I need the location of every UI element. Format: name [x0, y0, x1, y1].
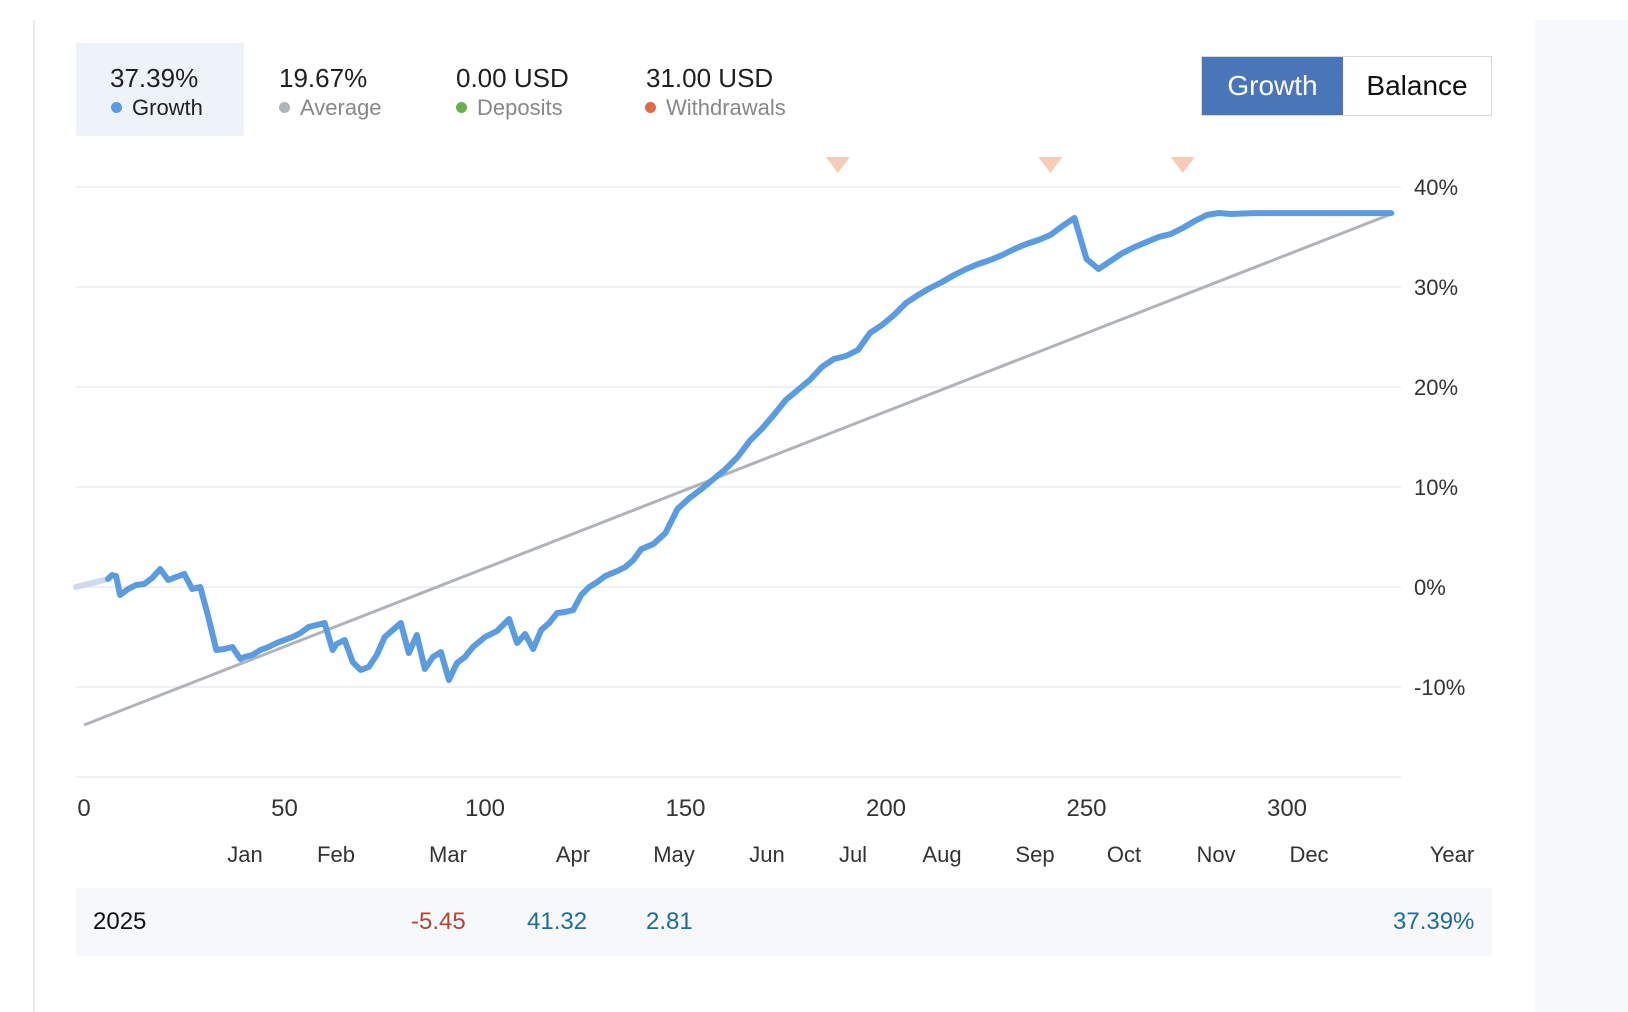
x-tick-label: 200 [866, 795, 906, 822]
right-panel [1535, 20, 1628, 1012]
month-nov: Nov [1196, 842, 1236, 867]
stat-deposits-value: 0.00 USD [456, 63, 569, 93]
month-year: Year [1429, 842, 1475, 867]
average-line [83, 212, 1392, 727]
growth-line-start [73, 576, 112, 590]
stat-average[interactable]: 19.67% Average [244, 43, 414, 136]
average-dot-icon [279, 102, 290, 113]
stat-deposits-label-text: Deposits [477, 95, 563, 120]
x-tick-label: 150 [665, 795, 705, 822]
growth-dot-icon [111, 102, 122, 113]
month-jan: Jan [227, 842, 263, 867]
withdrawal-markers [825, 157, 1195, 173]
stat-average-value: 19.67% [279, 63, 368, 93]
chart-mode-toggle: Growth Balance [1201, 56, 1492, 116]
month-feb: Feb [317, 842, 355, 867]
x-tick-label: 50 [271, 795, 298, 822]
stat-deposits[interactable]: 0.00 USD Deposits [414, 43, 604, 136]
year-apr-value: 41.32 [527, 908, 588, 935]
withdrawal-marker [1038, 157, 1063, 173]
y-tick-label: 20% [1414, 375, 1458, 400]
stat-growth-label: Growth [111, 95, 203, 121]
x-tick-label: 300 [1267, 795, 1307, 822]
month-header: Jan Feb Mar Apr May Jun Jul Aug Sep Oct … [0, 842, 1628, 872]
stat-deposits-label: Deposits [456, 95, 563, 121]
y-tick-label: 10% [1414, 475, 1458, 500]
year-may-value: 2.81 [646, 908, 693, 935]
month-sep: Sep [1015, 842, 1055, 867]
withdrawal-marker [1170, 157, 1195, 173]
month-jun: Jun [749, 842, 785, 867]
y-axis-ticks: 40% 30% 20% 10% 0% -10% [1414, 175, 1465, 700]
month-aug: Aug [922, 842, 962, 867]
left-divider [33, 20, 35, 1012]
balance-button[interactable]: Balance [1343, 57, 1491, 115]
x-tick-label: 100 [465, 795, 505, 822]
month-oct: Oct [1106, 842, 1142, 867]
stat-average-label-text: Average [300, 95, 382, 120]
stat-growth-label-text: Growth [132, 95, 203, 120]
stat-average-label: Average [279, 95, 382, 121]
stat-withdrawals-value: 31.00 USD [646, 63, 774, 93]
month-may: May [653, 842, 695, 867]
withdrawals-dot-icon [645, 102, 656, 113]
chart-series [73, 210, 1395, 727]
month-jul: Jul [838, 842, 868, 867]
withdrawal-marker [825, 157, 850, 173]
x-tick-label: 250 [1066, 795, 1106, 822]
x-tick-label: 0 [77, 795, 90, 822]
chart-gridlines [76, 186, 1401, 778]
stat-growth[interactable]: 37.39% Growth [76, 43, 244, 136]
x-axis-ticks: 0 50 100 150 200 250 300 [77, 795, 1307, 822]
stat-withdrawals[interactable]: 31.00 USD Withdrawals [604, 43, 824, 136]
month-dec: Dec [1289, 842, 1329, 867]
month-apr: Apr [555, 842, 591, 867]
deposits-dot-icon [456, 102, 467, 113]
year-mar-value: -5.45 [411, 908, 466, 935]
year-label: 2025 [93, 908, 147, 935]
month-mar: Mar [429, 842, 467, 867]
y-tick-label: 0% [1414, 575, 1446, 600]
y-tick-label: 30% [1414, 275, 1458, 300]
year-total-value: 37.39% [1393, 908, 1475, 935]
year-row-2025[interactable]: 2025 -5.45 41.32 2.81 37.39% [76, 888, 1492, 956]
stat-withdrawals-label: Withdrawals [645, 95, 786, 121]
stat-growth-value: 37.39% [110, 63, 199, 93]
y-tick-label: 40% [1414, 175, 1458, 200]
y-tick-label: -10% [1414, 675, 1465, 700]
stat-withdrawals-label-text: Withdrawals [666, 95, 786, 120]
growth-chart: 40% 30% 20% 10% 0% -10% 0 50 100 150 200 250 300 [73, 157, 1465, 822]
growth-line [105, 210, 1395, 683]
growth-button[interactable]: Growth [1202, 57, 1343, 115]
